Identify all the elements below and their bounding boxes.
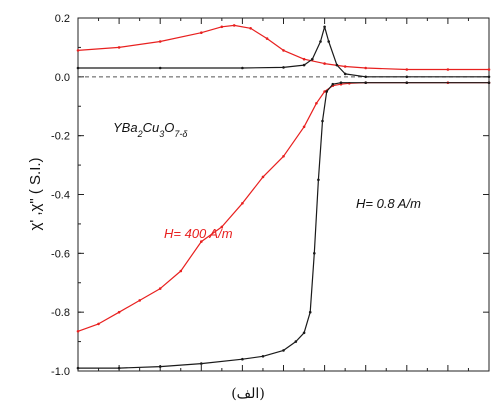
y-axis-label: χ' ,χ" ( S.I.) bbox=[27, 157, 44, 230]
data-point bbox=[335, 63, 339, 67]
y-tick-label: -0.8 bbox=[51, 307, 70, 319]
plot-frame bbox=[77, 17, 490, 372]
compound-part: Cu bbox=[143, 120, 160, 135]
data-point bbox=[76, 330, 80, 333]
data-point bbox=[446, 68, 450, 71]
data-point bbox=[343, 72, 347, 76]
series-line-chi_imag-black bbox=[78, 26, 489, 78]
data-point bbox=[321, 119, 324, 123]
data-point bbox=[364, 66, 368, 70]
data-point bbox=[138, 299, 141, 302]
data-point bbox=[241, 357, 244, 361]
data-point bbox=[405, 75, 409, 79]
series-line-chi_imag-red bbox=[77, 24, 489, 71]
data-point bbox=[302, 57, 306, 61]
data-point bbox=[117, 46, 121, 49]
y-tick-label: 0.0 bbox=[55, 72, 70, 84]
data-point bbox=[220, 25, 224, 29]
data-point bbox=[241, 66, 244, 70]
series-layer bbox=[76, 24, 491, 370]
data-point bbox=[97, 322, 100, 326]
data-point bbox=[327, 40, 331, 43]
data-point bbox=[282, 49, 285, 52]
data-point bbox=[282, 155, 285, 158]
data-point bbox=[308, 310, 312, 314]
data-point bbox=[364, 75, 368, 79]
data-point bbox=[117, 366, 121, 370]
data-point bbox=[325, 90, 329, 93]
data-point bbox=[282, 66, 285, 69]
data-point bbox=[76, 366, 80, 370]
data-point bbox=[313, 252, 316, 255]
data-point bbox=[302, 125, 306, 129]
compound-subscript: 3 bbox=[159, 129, 164, 139]
figure-caption: (الف) bbox=[231, 386, 265, 402]
compound-subscript: 7-δ bbox=[174, 129, 188, 139]
y-tick-label: -0.4 bbox=[51, 190, 70, 202]
data-point bbox=[319, 40, 322, 43]
data-point bbox=[76, 66, 80, 70]
series-label-black: H= 0.8 A/m bbox=[356, 196, 421, 211]
data-point bbox=[158, 287, 162, 290]
data-point bbox=[317, 178, 320, 182]
data-point bbox=[487, 75, 491, 79]
series-line-chi_real-black bbox=[78, 82, 489, 369]
data-point bbox=[282, 349, 285, 352]
data-point bbox=[405, 81, 409, 84]
data-point bbox=[265, 37, 269, 40]
y-tick-label: 0.2 bbox=[55, 13, 70, 25]
series-line-chi_real-red bbox=[77, 82, 489, 332]
data-point bbox=[339, 81, 343, 84]
compound-part: YBa bbox=[113, 120, 138, 135]
data-point bbox=[200, 240, 203, 243]
data-point bbox=[311, 57, 314, 61]
data-point bbox=[117, 310, 121, 314]
y-tick-label: -0.6 bbox=[51, 248, 70, 260]
y-tick-label: -0.2 bbox=[51, 131, 70, 143]
data-point bbox=[158, 40, 162, 43]
data-point bbox=[232, 24, 236, 27]
data-point bbox=[261, 175, 265, 179]
data-point bbox=[405, 68, 409, 71]
y-tick-label: -1.0 bbox=[51, 366, 70, 378]
data-point bbox=[364, 81, 368, 84]
data-point bbox=[487, 81, 491, 84]
x-axis bbox=[77, 18, 490, 371]
data-point bbox=[76, 49, 80, 52]
y-axis: 0.2 0.0 -0.2 -0.4 -0.6 -0.8 -1.0 bbox=[51, 13, 489, 378]
data-point bbox=[323, 62, 326, 65]
data-point bbox=[315, 102, 318, 105]
data-point bbox=[343, 65, 347, 68]
data-point bbox=[249, 27, 252, 30]
data-point bbox=[241, 202, 244, 205]
data-point bbox=[158, 66, 162, 70]
data-point bbox=[179, 269, 183, 273]
data-point bbox=[302, 331, 306, 335]
data-point bbox=[220, 225, 224, 229]
data-point bbox=[331, 82, 335, 86]
compound-annotation: YBa2Cu3O7-δ bbox=[113, 120, 188, 139]
data-point bbox=[302, 63, 306, 67]
data-point bbox=[158, 365, 162, 368]
data-point bbox=[261, 355, 265, 358]
data-point bbox=[487, 68, 491, 71]
series-label-red: H= 400 A/m bbox=[164, 226, 233, 241]
data-point bbox=[323, 90, 326, 93]
data-point bbox=[200, 31, 203, 34]
data-point bbox=[323, 25, 326, 29]
data-point bbox=[294, 340, 298, 343]
data-point bbox=[200, 362, 203, 365]
compound-part: O bbox=[164, 120, 174, 135]
compound-subscript: 2 bbox=[137, 129, 143, 139]
